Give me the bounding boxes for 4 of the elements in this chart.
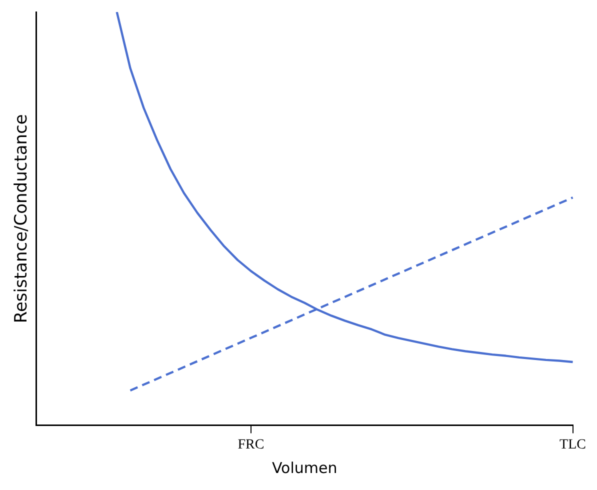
- x-tick-label: FRC: [238, 437, 264, 452]
- y-axis-title: Resistance/Conductance: [12, 114, 32, 324]
- x-tick-label: TLC: [560, 437, 586, 452]
- x-axis-title: Volumen: [272, 458, 338, 477]
